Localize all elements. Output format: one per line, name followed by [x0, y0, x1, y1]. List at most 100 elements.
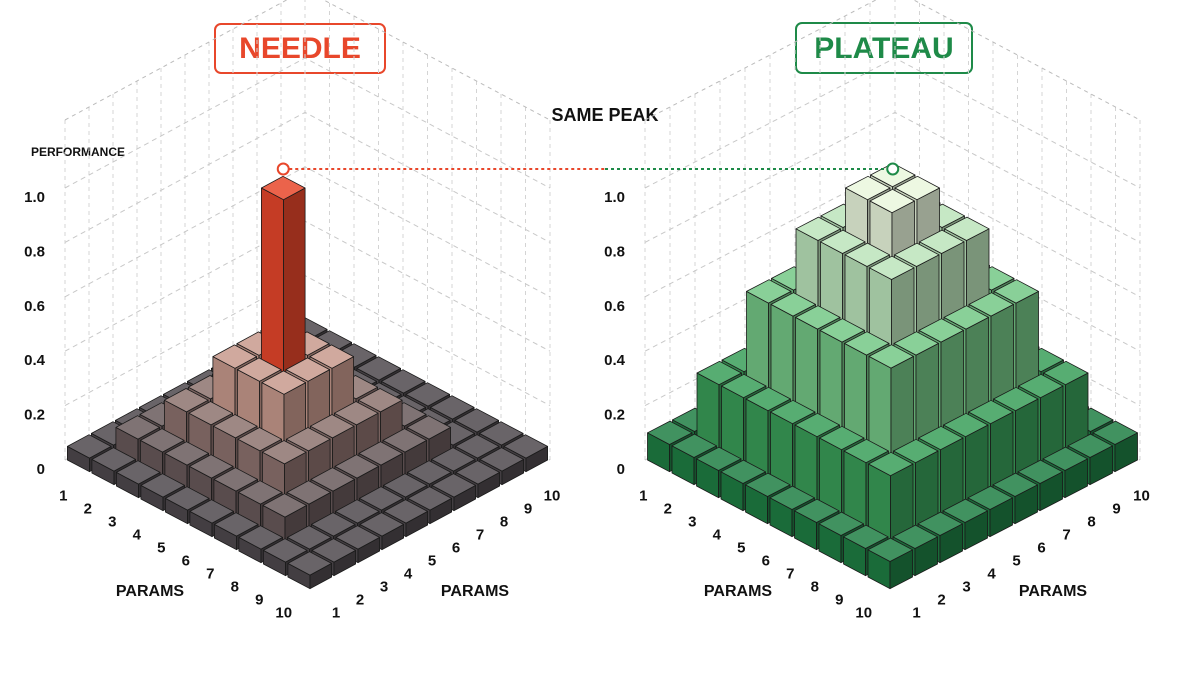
y-tick-label: 5: [1012, 552, 1020, 569]
x-tick-label: 1: [59, 487, 67, 504]
y-axis-label: PARAMS: [1019, 583, 1087, 600]
bar-top: [335, 525, 381, 550]
bar-top: [382, 473, 428, 498]
grid-line: [64, 111, 551, 243]
bar-top: [188, 454, 234, 479]
x-tick-label: 9: [835, 591, 843, 608]
bar-top: [967, 485, 1013, 510]
bar-top: [844, 242, 890, 267]
title-box: [795, 22, 973, 74]
x-tick-label: 1: [639, 487, 647, 504]
x-tick-label: 10: [855, 604, 872, 621]
bar-top: [1017, 459, 1063, 484]
bar-top: [721, 373, 767, 399]
bar-top: [820, 229, 866, 254]
bar-top: [455, 460, 501, 485]
bar-top: [188, 401, 234, 426]
bar-top: [943, 412, 989, 438]
x-tick-label: 8: [811, 578, 819, 595]
bar-top: [238, 525, 284, 550]
bar-top: [968, 292, 1014, 317]
z-tick-label: 0.2: [24, 407, 45, 424]
bar: [917, 511, 963, 564]
x-tick-label: 3: [108, 513, 116, 530]
bar-top: [286, 525, 332, 550]
y-tick-label: 7: [476, 526, 484, 543]
bar-top: [696, 446, 742, 471]
bar-top: [333, 401, 379, 426]
bar-top: [794, 412, 840, 438]
bar-top: [429, 395, 475, 420]
z-tick-label: 1.0: [24, 189, 45, 206]
bar-top: [943, 305, 989, 330]
bar-top: [454, 408, 500, 433]
bar-top: [261, 370, 307, 395]
bar-top: [745, 472, 791, 497]
bar-top: [893, 438, 939, 464]
chart-title: PLATEAU: [814, 32, 953, 65]
bar-top: [917, 511, 963, 536]
bar-top: [406, 460, 452, 485]
y-tick-label: 2: [937, 591, 945, 608]
x-tick-label: 4: [713, 526, 722, 543]
bar-top: [992, 472, 1038, 497]
z-tick-label: 1.0: [604, 189, 625, 206]
x-tick-label: 7: [206, 565, 214, 582]
title-box: [214, 23, 386, 74]
bar-top: [213, 467, 259, 492]
x-tick-label: 10: [275, 604, 292, 621]
bar-top: [430, 447, 476, 472]
bar-top: [647, 420, 693, 445]
bar-top: [1018, 373, 1064, 399]
z-tick-label: 0.6: [604, 298, 625, 315]
bar-top: [358, 486, 404, 511]
y-tick-label: 8: [1087, 513, 1095, 530]
bar-top: [358, 441, 404, 466]
bar-top: [869, 255, 915, 280]
bar-top: [671, 433, 717, 458]
bar-top: [769, 485, 815, 510]
bar-top: [919, 229, 965, 254]
bar-top: [818, 511, 864, 536]
bar-top: [237, 427, 283, 452]
bar-top: [942, 498, 988, 523]
bar: [867, 537, 913, 590]
y-tick-label: 2: [356, 591, 364, 608]
bar-top: [696, 360, 742, 386]
bar-top: [868, 451, 914, 477]
x-tick-label: 9: [255, 591, 263, 608]
bar-top: [478, 421, 524, 446]
bar-top: [359, 512, 405, 537]
bar-top: [968, 399, 1014, 425]
z-tick-label: 0.4: [604, 352, 626, 369]
y-tick-label: 8: [500, 513, 508, 530]
bar-top: [262, 493, 308, 518]
annotation: SAME PEAK: [551, 105, 658, 125]
bar-top: [261, 440, 307, 465]
bar-top: [795, 216, 841, 241]
bar-top: [746, 279, 792, 304]
bar-top: [918, 318, 964, 343]
wall-edge: [64, 0, 551, 121]
bar-top: [918, 425, 964, 451]
x-tick-label: 6: [762, 552, 770, 569]
bar-top: [844, 331, 890, 356]
bar-top: [993, 386, 1039, 412]
bar-top: [845, 175, 891, 201]
z-tick-label: 0.8: [24, 243, 45, 260]
bar-top: [286, 480, 332, 505]
bar-top: [310, 512, 356, 537]
bar-top: [1042, 446, 1088, 471]
bar-top: [383, 499, 429, 524]
y-tick-label: 1: [912, 604, 920, 621]
bar-top: [894, 242, 940, 267]
z-tick-label: 0.6: [24, 298, 45, 315]
bar-top: [139, 428, 185, 453]
bar-top: [213, 512, 259, 537]
bar-top: [334, 454, 380, 479]
bar-top: [503, 434, 548, 459]
bar-top: [405, 382, 451, 407]
y-tick-label: 10: [544, 487, 561, 504]
bar-top: [380, 369, 426, 394]
